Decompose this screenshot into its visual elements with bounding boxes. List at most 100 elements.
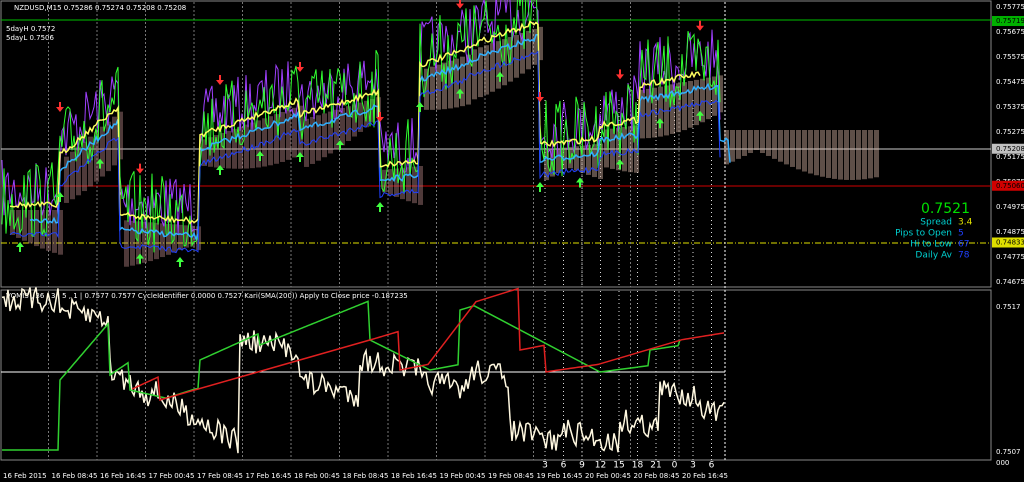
cloud <box>268 116 273 166</box>
cloud <box>454 58 459 108</box>
price-label: 0.75375 <box>996 103 1024 111</box>
cloud <box>154 222 159 260</box>
symbol-line: NZDUSD,M15 0.75286 0.75274 0.75208 0.752… <box>14 4 186 12</box>
arrow-up-mark <box>136 253 144 264</box>
cloud <box>52 210 57 253</box>
date-label: 19 Feb 00:45 <box>440 472 486 480</box>
cloud <box>844 130 849 180</box>
cloud <box>478 47 483 98</box>
hour-label: 12 <box>595 461 606 471</box>
info-label: Pips to Open <box>895 229 952 239</box>
hour-label: 6 <box>561 461 567 471</box>
cloud <box>490 43 495 92</box>
price-label: 0.74975 <box>996 203 1024 211</box>
cloud <box>724 130 729 165</box>
info-value: 5 <box>958 229 964 239</box>
cloud <box>148 222 153 262</box>
day-low: 5dayL 0.7506 <box>6 34 54 42</box>
date-label: 17 Feb 00:45 <box>149 472 195 480</box>
cloud <box>754 130 759 151</box>
arrow-up-mark <box>416 102 424 112</box>
date-label: 19 Feb 16:45 <box>537 472 583 480</box>
date-label: 16 Feb 2015 <box>3 472 47 480</box>
cloud <box>742 130 747 156</box>
arrow-up-mark <box>456 88 464 99</box>
cloud <box>616 127 621 171</box>
cloud <box>436 64 441 110</box>
ma-yellow <box>9 20 701 225</box>
cloud <box>328 111 333 154</box>
price-marker-label: 0.74833 <box>996 239 1024 247</box>
cloud <box>718 75 723 113</box>
cloud <box>808 130 813 174</box>
price-label: 0.75275 <box>996 128 1024 136</box>
date-label: 16 Feb 16:45 <box>100 472 146 480</box>
cloud <box>586 144 591 175</box>
cloud <box>418 166 423 205</box>
cloud <box>868 130 873 179</box>
cloud <box>178 224 183 251</box>
oscillator-white <box>1 287 725 454</box>
cloud <box>280 112 285 162</box>
cloud <box>568 146 573 169</box>
arrow-down-mark <box>216 75 224 85</box>
cloud <box>34 210 39 247</box>
arrow-down-mark <box>296 62 304 72</box>
cloud <box>28 210 33 244</box>
cloud <box>790 130 795 167</box>
cloud <box>514 35 519 78</box>
cloud <box>562 147 567 170</box>
arrow-down-mark <box>136 163 144 174</box>
cloud <box>160 223 165 258</box>
cloud <box>472 49 477 100</box>
price-green <box>1 0 721 253</box>
arrow-down-mark <box>56 102 64 112</box>
date-label: 17 Feb 16:45 <box>246 472 292 480</box>
arrow-up-mark <box>696 110 704 121</box>
cloud <box>70 151 75 200</box>
cloud <box>688 81 693 128</box>
cloud <box>406 167 411 202</box>
cloud <box>694 79 699 126</box>
arrow-down-mark <box>616 69 624 80</box>
cloud <box>838 130 843 180</box>
cloud <box>832 130 837 179</box>
date-label: 18 Feb 08:45 <box>343 472 389 480</box>
cloud <box>340 108 345 146</box>
arrow-down-mark <box>536 92 544 102</box>
cloud <box>874 130 879 178</box>
date-label: 20 Feb 00:45 <box>585 472 631 480</box>
hour-label: 0 <box>672 461 678 471</box>
cloud <box>166 223 171 255</box>
price-marker-label: 0.75719 <box>996 17 1024 25</box>
cloud <box>322 113 327 158</box>
cloud <box>730 130 735 162</box>
price-marker <box>992 143 1024 154</box>
cloud <box>22 210 27 241</box>
info-price: 0.7521 <box>921 201 970 217</box>
arrow-up-mark <box>576 177 584 188</box>
info-value: 67 <box>958 240 969 250</box>
cloud <box>388 169 393 195</box>
cloud <box>292 107 297 158</box>
day-high: 5dayH 0.7572 <box>6 25 55 33</box>
cloud <box>796 130 801 170</box>
cloud <box>778 130 783 162</box>
cloud <box>370 99 375 123</box>
date-label: 20 Feb 08:45 <box>634 472 680 480</box>
cloud <box>286 109 291 160</box>
price-label: 0.75675 <box>996 28 1024 36</box>
arrow-down-mark <box>376 112 384 122</box>
cloud <box>412 166 417 204</box>
cloud <box>538 26 543 61</box>
date-label: 18 Feb 16:45 <box>391 472 437 480</box>
cloud <box>220 133 225 169</box>
cloud <box>238 126 243 169</box>
cloud <box>40 210 45 249</box>
cloud <box>430 66 435 110</box>
cloud <box>712 76 717 116</box>
arrow-up-mark <box>336 140 344 150</box>
price-label: 0.75775 <box>996 3 1024 11</box>
hour-label: 9 <box>579 461 585 471</box>
